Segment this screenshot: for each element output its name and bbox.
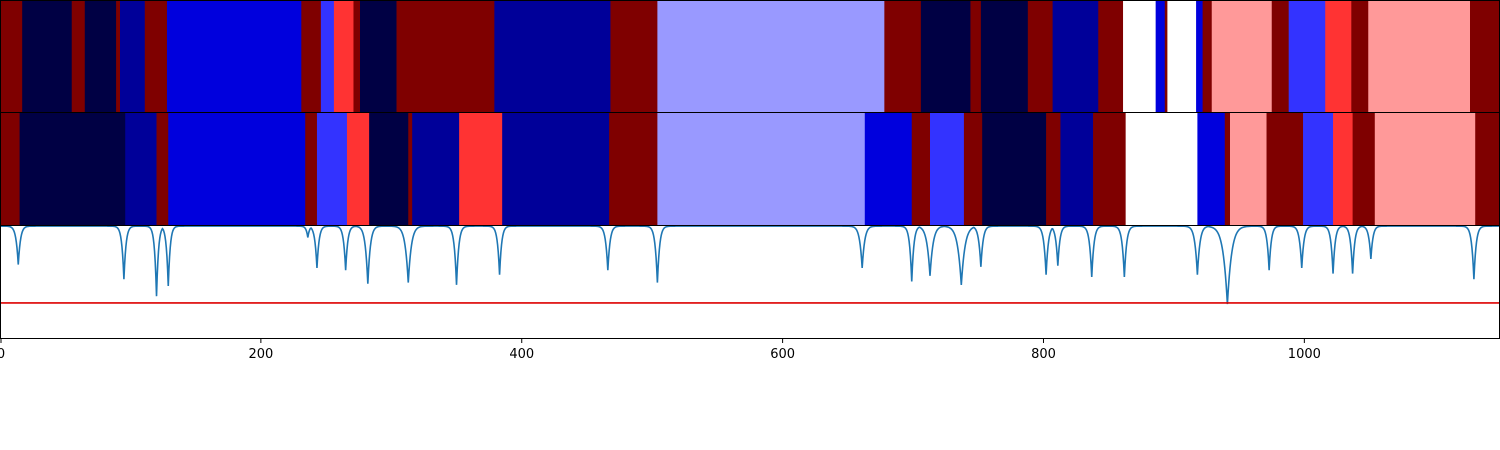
segment-bar — [1475, 112, 1500, 225]
segment-bar — [301, 0, 322, 112]
signal-line — [0, 225, 1500, 305]
segment-bar — [396, 0, 495, 112]
x-tick-label: 0 — [0, 347, 5, 362]
segment-bar — [0, 112, 20, 225]
segment-bar — [1470, 0, 1500, 112]
segment-bar — [1351, 0, 1369, 112]
segment-bar — [168, 112, 306, 225]
segment-bar — [1271, 0, 1290, 112]
segment-bar — [408, 112, 413, 225]
segment-bar — [1155, 0, 1166, 112]
segment-bar — [116, 0, 121, 112]
segment-bar — [884, 0, 922, 112]
signal-panel — [0, 225, 1500, 338]
segmentation-track-2 — [0, 112, 1500, 225]
segment-bar — [911, 112, 931, 225]
segment-bar — [982, 112, 1047, 225]
segment-bar — [1374, 112, 1476, 225]
segment-bar — [609, 112, 658, 225]
segment-bar — [316, 112, 348, 225]
x-tick-label: 600 — [770, 347, 795, 362]
segment-bar — [22, 0, 73, 112]
signal-panel-background — [0, 225, 1500, 338]
segment-bar — [1211, 0, 1273, 112]
segment-bar — [1333, 112, 1354, 225]
x-tick-label: 400 — [509, 347, 534, 362]
segment-bar — [1052, 0, 1099, 112]
segment-bar — [0, 0, 23, 112]
segment-bar — [980, 0, 1029, 112]
segment-bar — [963, 112, 983, 225]
segment-bar — [1164, 0, 1168, 112]
segment-bar — [1046, 112, 1061, 225]
x-axis: 0 200 400 600 800 1000 — [0, 338, 1321, 362]
segment-bar — [502, 112, 610, 225]
segment-bar — [1325, 0, 1352, 112]
segment-bar — [1266, 112, 1304, 225]
segment-bar — [494, 0, 611, 112]
segment-bar — [1123, 0, 1157, 112]
segment-bar — [1368, 0, 1471, 112]
x-tick-label: 800 — [1031, 347, 1056, 362]
segment-bar — [459, 112, 503, 225]
segment-bar — [1196, 0, 1204, 112]
segment-bar — [657, 112, 866, 225]
segment-bar — [1352, 112, 1376, 225]
segment-bar — [1060, 112, 1094, 225]
segment-bar — [930, 112, 965, 225]
segment-bar — [920, 0, 971, 112]
segment-bar — [369, 112, 409, 225]
segment-bar — [1303, 112, 1334, 225]
segment-bar — [84, 0, 117, 112]
segment-bar — [657, 0, 885, 112]
segment-bar — [864, 112, 913, 225]
segment-bar — [120, 0, 146, 112]
segment-bar — [1093, 112, 1127, 225]
segment-bar — [166, 0, 302, 112]
segment-bar — [346, 112, 370, 225]
segment-bar — [19, 112, 126, 225]
segment-bar — [1098, 0, 1124, 112]
segment-bar — [1288, 0, 1326, 112]
segment-bar — [125, 112, 157, 225]
x-tick-label: 1000 — [1288, 347, 1321, 362]
x-tick-label: 200 — [248, 347, 273, 362]
segment-bar — [71, 0, 86, 112]
segment-bar — [320, 0, 335, 112]
segment-bar — [1202, 0, 1213, 112]
segment-bar — [1125, 112, 1198, 225]
segment-bar — [360, 0, 397, 112]
segment-bar — [412, 112, 460, 225]
segment-bar — [156, 112, 169, 225]
segment-bar — [1197, 112, 1226, 225]
segment-bar — [970, 0, 982, 112]
segment-bar — [144, 0, 168, 112]
segmentation-track-1 — [0, 0, 1500, 112]
segment-bar — [1167, 0, 1197, 112]
segment-bar — [1027, 0, 1054, 112]
segment-bar — [353, 0, 361, 112]
segment-bar — [333, 0, 354, 112]
segment-bar — [305, 112, 318, 225]
segment-bar — [1224, 112, 1231, 225]
segment-bar — [1230, 112, 1267, 225]
segment-bar — [610, 0, 658, 112]
